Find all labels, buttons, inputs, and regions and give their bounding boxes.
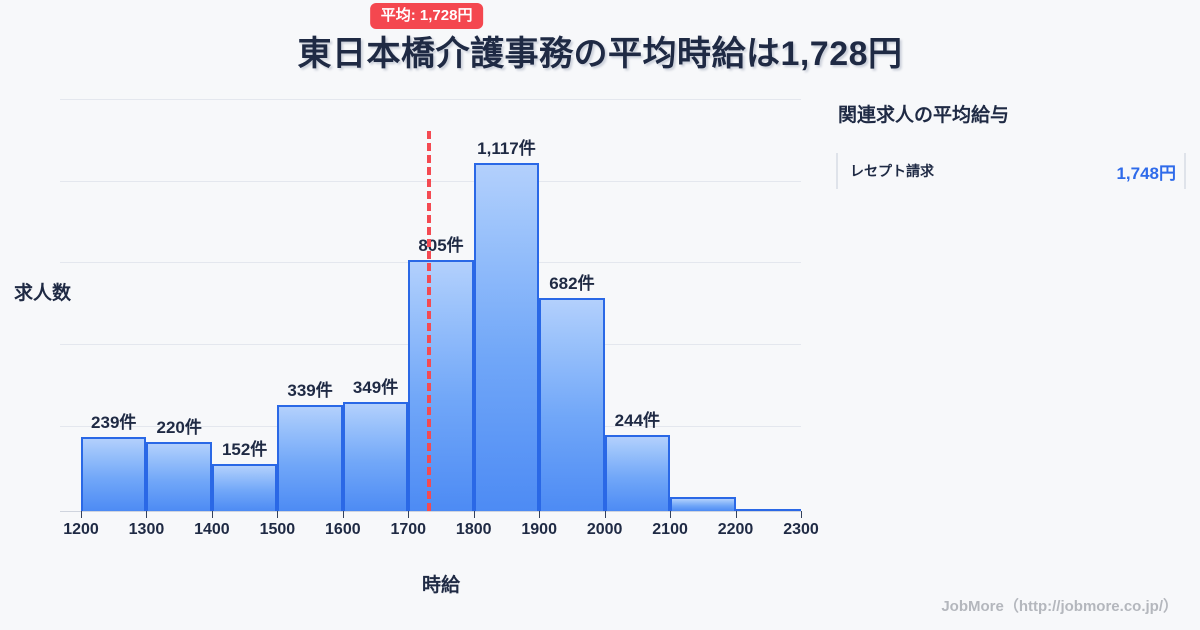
average-badge: 平均: 1,728円: [369, 3, 484, 29]
x-axis-tick-label: 2200: [717, 521, 754, 538]
footer-credit: JobMore（http://jobmore.co.jp/）: [941, 598, 1178, 615]
x-axis-tick: [81, 511, 82, 518]
histogram-bar: [408, 260, 474, 511]
histogram-bar: [277, 405, 343, 511]
x-axis-tick-label: 1200: [63, 521, 99, 538]
related-salary-amount: 1,748円: [1116, 163, 1176, 183]
related-salary-title: 関連求人の平均給与: [838, 105, 1010, 126]
histogram-bar: [211, 463, 278, 511]
x-axis-tick-label: 1500: [259, 521, 296, 538]
bar-value-label: 244件: [614, 410, 661, 430]
x-axis-tick-label: 1900: [521, 521, 557, 538]
histogram-bar: [81, 436, 147, 511]
x-axis-tick-label: 1600: [325, 521, 361, 538]
x-axis-tick: [539, 511, 541, 518]
x-axis-tick: [146, 511, 148, 518]
x-axis-tick-label: 1800: [455, 521, 492, 538]
x-axis-tick-label: 1700: [390, 521, 427, 538]
x-axis-tick-label: 2000: [586, 521, 623, 538]
y-axis-title: 求人数: [14, 283, 72, 304]
gridline: [60, 99, 801, 100]
histogram-bar: [735, 508, 801, 511]
histogram-bar: [539, 298, 605, 511]
x-axis-tick: [670, 511, 672, 518]
plot-area: 239件 220件 152件 339件 349件 805件 1,117件 682件 244件: [60, 99, 801, 512]
bar-value-label: 152件: [221, 439, 268, 459]
histogram-bar: [604, 434, 671, 511]
x-axis-tick-label: 1300: [128, 521, 165, 538]
x-axis-tick: [473, 511, 475, 518]
histogram-bar: [146, 442, 212, 511]
x-axis-tick: [211, 511, 213, 518]
x-axis-tick-label: 2300: [783, 521, 819, 538]
bar-value-label: 682件: [549, 274, 595, 294]
x-axis-tick: [342, 511, 344, 518]
x-axis-line: [60, 511, 801, 512]
x-axis-tick: [604, 511, 606, 518]
histogram-bar: [342, 402, 409, 511]
related-salary-list: レセプト請求 1,748円: [836, 153, 1186, 189]
bar-value-label: 1,117件: [477, 138, 536, 158]
x-axis-tick: [735, 511, 737, 518]
bar-value-label: 339件: [287, 381, 333, 401]
bar-value-label: 239件: [91, 412, 137, 432]
bar-value-label: 349件: [352, 378, 399, 398]
histogram-bar: [670, 497, 736, 511]
histogram-bar: [473, 162, 540, 511]
related-salary-row[interactable]: レセプト請求 1,748円: [836, 153, 1186, 189]
x-axis-tick: [277, 511, 279, 518]
x-axis-tick: [801, 511, 802, 518]
x-axis-tick: [408, 511, 410, 518]
x-axis-tick-label: 1400: [194, 521, 230, 538]
x-axis-tick-label: 2100: [652, 521, 688, 538]
page-title: 東日本橋介護事務の平均時給は1,728円: [297, 35, 903, 73]
related-salary-panel: 関連求人の平均給与 レセプト請求 1,748円: [836, 100, 1186, 189]
histogram-chart: 求人数 239件 220件 152件 339件 349件 805件 1,117件 682件 24…: [14, 3, 819, 596]
average-line: [426, 131, 431, 511]
bar-value-label: 220件: [156, 418, 202, 438]
x-axis-title: 時給: [421, 575, 460, 596]
related-salary-job-name: レセプト請求: [850, 163, 934, 179]
